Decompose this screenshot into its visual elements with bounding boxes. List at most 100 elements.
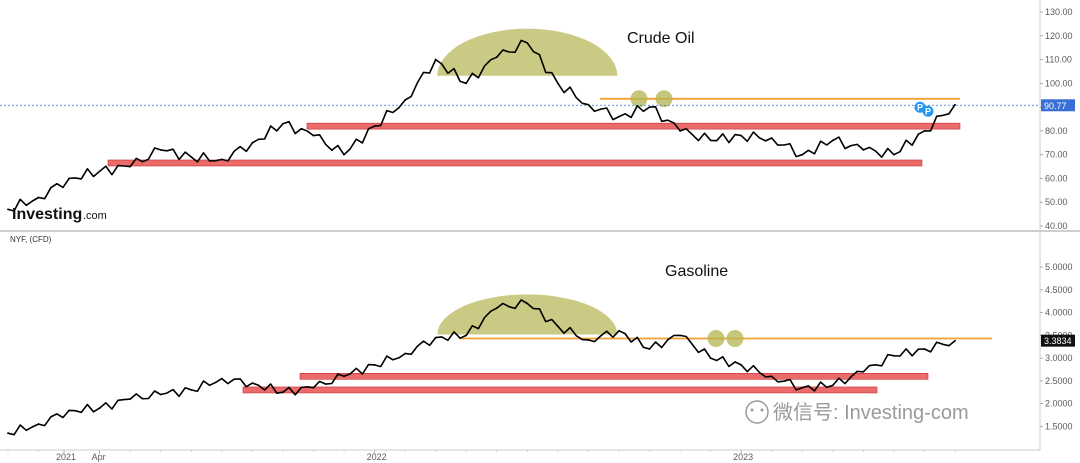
gasoline-title: Gasoline bbox=[665, 263, 728, 280]
crude-y-tick-label: 110.00 bbox=[1045, 55, 1072, 65]
x-tick-label: 2022 bbox=[367, 452, 387, 462]
gasoline-y-tick-label: 4.5000 bbox=[1045, 285, 1073, 295]
gasoline-data-point bbox=[740, 364, 743, 366]
crude-data-point bbox=[862, 149, 865, 151]
gasoline-data-point bbox=[831, 384, 834, 387]
crude-y-tick-label: 70.00 bbox=[1045, 150, 1068, 160]
crude-data-point bbox=[373, 125, 376, 128]
crude-data-point bbox=[404, 99, 407, 101]
crude-y-tick-label: 80.00 bbox=[1045, 126, 1068, 136]
crude-data-point bbox=[679, 129, 681, 132]
crude-data-point bbox=[465, 82, 468, 85]
crude-data-point bbox=[220, 158, 223, 161]
gasoline-double-top-marker-2 bbox=[726, 330, 744, 348]
crude-peak-dome bbox=[437, 28, 618, 76]
gasoline-data-point bbox=[129, 398, 132, 400]
gasoline-data-point bbox=[7, 432, 9, 435]
crude-data-point bbox=[923, 129, 926, 132]
gasoline-data-point bbox=[343, 375, 345, 378]
x-tick-label: Apr bbox=[92, 452, 106, 462]
crude-data-point bbox=[618, 115, 620, 118]
crude-data-point bbox=[831, 139, 834, 142]
gasoline-data-point bbox=[648, 348, 651, 350]
gasoline-data-point bbox=[312, 386, 315, 389]
gasoline-price-line bbox=[7, 299, 956, 436]
wechat-icon bbox=[745, 400, 769, 424]
crude-data-point bbox=[954, 103, 956, 106]
gasoline-data-point bbox=[709, 357, 712, 359]
gasoline-y-tick-label: 1.5000 bbox=[1045, 421, 1073, 431]
crude-data-point bbox=[98, 170, 101, 173]
crude-data-point bbox=[648, 106, 651, 109]
crude-price-line bbox=[7, 39, 956, 212]
crude-y-axis: 130.00120.00110.00100.0090.0080.0070.006… bbox=[1040, 7, 1075, 231]
gasoline-data-point bbox=[37, 423, 40, 425]
gasoline-data-point bbox=[801, 386, 804, 389]
crude-data-point bbox=[159, 149, 162, 151]
crude-data-point bbox=[770, 137, 773, 139]
gasoline-double-top-marker-1 bbox=[707, 330, 725, 348]
gasoline-y-tick-label: 5.0000 bbox=[1045, 262, 1073, 272]
crude-support-band-1 bbox=[107, 159, 923, 167]
crude-data-point bbox=[709, 139, 712, 142]
crude-data-point bbox=[740, 134, 743, 137]
gasoline-annotations bbox=[242, 294, 992, 394]
crude-data-point bbox=[312, 134, 315, 137]
x-tick-label: 2021 bbox=[56, 452, 76, 462]
gasoline-data-point bbox=[556, 325, 559, 328]
crude-pivot-marker-label: P bbox=[925, 106, 931, 116]
crude-data-point bbox=[556, 82, 559, 85]
gasoline-y-tick-label: 2.0000 bbox=[1045, 399, 1073, 409]
gasoline-last-value-tag bbox=[1041, 334, 1075, 347]
crude-data-point bbox=[526, 42, 529, 44]
gasoline-data-point bbox=[587, 339, 590, 341]
gasoline-data-point bbox=[862, 370, 865, 373]
crude-data-point bbox=[129, 165, 132, 168]
logo-suffix: .com bbox=[83, 210, 107, 222]
gasoline-data-point bbox=[373, 364, 376, 366]
gasoline-data-point bbox=[679, 334, 681, 337]
gasoline-y-tick-label: 2.5000 bbox=[1045, 376, 1073, 386]
gasoline-data-point bbox=[190, 389, 193, 391]
gasoline-peak-dome bbox=[437, 294, 618, 335]
crude-data-point bbox=[587, 103, 590, 106]
watermark-text: 微信号: Investing-com bbox=[773, 401, 969, 424]
gasoline-y-tick-label: 3.0000 bbox=[1045, 353, 1073, 363]
investing-logo: Investing .com bbox=[12, 206, 107, 223]
gasoline-support-band-1 bbox=[242, 386, 878, 394]
crude-data-point bbox=[893, 153, 895, 156]
crude-data-point bbox=[282, 122, 284, 125]
gasoline-data-point bbox=[770, 375, 773, 378]
gasoline-data-point bbox=[954, 339, 956, 342]
crude-data-point bbox=[190, 156, 193, 158]
gasoline-data-point bbox=[893, 354, 895, 357]
gasoline-panel bbox=[0, 232, 1040, 450]
crude-line-group bbox=[7, 39, 956, 212]
gasoline-data-point bbox=[495, 307, 498, 309]
crude-data-point bbox=[343, 153, 345, 156]
crude-y-tick-label: 40.00 bbox=[1045, 221, 1068, 231]
gasoline-data-point bbox=[220, 377, 223, 380]
gasoline-data-point bbox=[282, 391, 284, 394]
crude-title: Crude Oil bbox=[627, 30, 695, 47]
gasoline-last-value-label: 3.3834 bbox=[1044, 336, 1072, 346]
gasoline-data-point bbox=[68, 409, 70, 412]
crude-y-tick-label: 120.00 bbox=[1045, 31, 1073, 41]
wechat-watermark: 微信号: Investing-com bbox=[745, 400, 969, 424]
gasoline-line-group bbox=[7, 299, 956, 436]
crude-y-tick-label: 50.00 bbox=[1045, 197, 1068, 207]
crude-data-point bbox=[434, 58, 437, 61]
crude-support-band-2 bbox=[306, 122, 961, 130]
crude-y-tick-label: 130.00 bbox=[1045, 7, 1073, 17]
crude-data-point bbox=[801, 153, 804, 156]
crude-double-top-marker-2 bbox=[655, 90, 673, 108]
gasoline-data-point bbox=[251, 382, 254, 385]
gasoline-data-point bbox=[159, 393, 162, 396]
symbol-label: NYF, (CFD) bbox=[10, 235, 52, 244]
crude-data-point bbox=[7, 208, 9, 211]
gasoline-data-point bbox=[434, 336, 437, 339]
gasoline-support-band-2 bbox=[299, 372, 929, 380]
crude-y-tick-label: 100.00 bbox=[1045, 78, 1073, 88]
gasoline-data-point bbox=[618, 329, 620, 332]
x-tick-label: 2023 bbox=[733, 452, 753, 462]
